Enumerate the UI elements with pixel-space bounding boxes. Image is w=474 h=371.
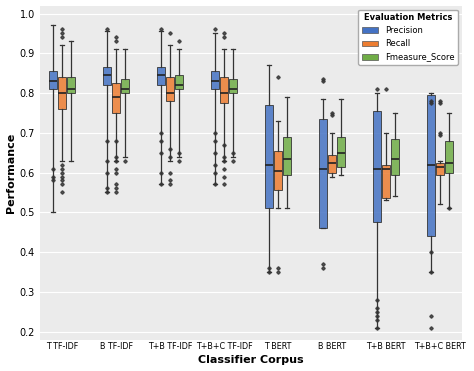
Legend: Precision, Recall, Fmeasure_Score: Precision, Recall, Fmeasure_Score bbox=[358, 10, 458, 65]
PathPatch shape bbox=[121, 79, 129, 93]
PathPatch shape bbox=[373, 111, 381, 222]
PathPatch shape bbox=[436, 162, 444, 174]
PathPatch shape bbox=[337, 137, 345, 167]
PathPatch shape bbox=[220, 77, 228, 103]
PathPatch shape bbox=[283, 137, 291, 174]
PathPatch shape bbox=[211, 71, 219, 89]
PathPatch shape bbox=[265, 105, 273, 208]
PathPatch shape bbox=[274, 151, 282, 190]
PathPatch shape bbox=[319, 119, 327, 228]
PathPatch shape bbox=[58, 77, 66, 109]
PathPatch shape bbox=[328, 155, 336, 173]
PathPatch shape bbox=[112, 83, 120, 113]
PathPatch shape bbox=[103, 67, 111, 85]
PathPatch shape bbox=[175, 75, 183, 89]
PathPatch shape bbox=[67, 77, 75, 93]
PathPatch shape bbox=[391, 139, 399, 174]
PathPatch shape bbox=[382, 165, 390, 198]
PathPatch shape bbox=[427, 95, 435, 236]
X-axis label: Classifier Corpus: Classifier Corpus bbox=[198, 355, 304, 365]
PathPatch shape bbox=[229, 79, 237, 93]
PathPatch shape bbox=[157, 67, 165, 85]
Y-axis label: Performance: Performance bbox=[6, 132, 16, 213]
PathPatch shape bbox=[166, 77, 174, 101]
PathPatch shape bbox=[445, 141, 453, 173]
PathPatch shape bbox=[49, 71, 57, 89]
